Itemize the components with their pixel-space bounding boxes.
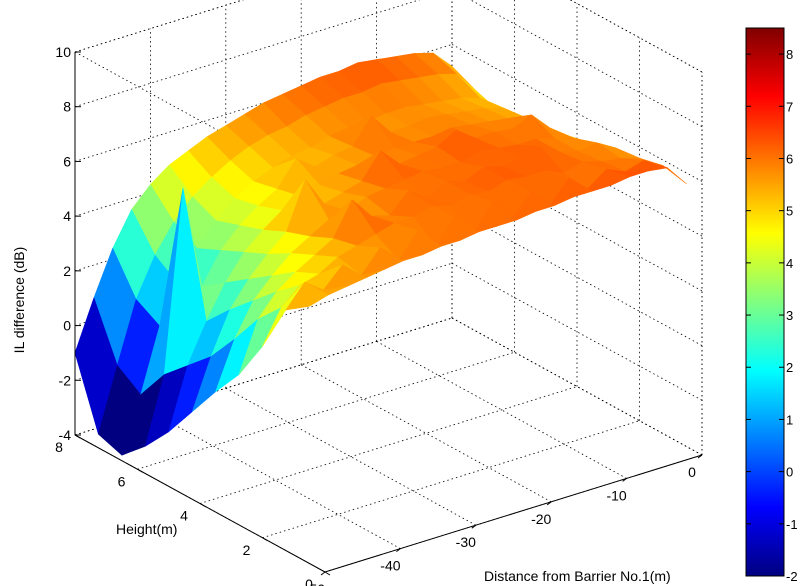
z-tick-label: 10 — [55, 44, 71, 60]
z-tick-label: 4 — [63, 208, 71, 224]
x-tick-label: -20 — [531, 511, 551, 527]
x-tick-label: 0 — [688, 464, 696, 480]
y-tick — [199, 503, 206, 507]
x-tick-label: -50 — [305, 581, 325, 586]
grid-line — [74, 0, 421, 108]
colorbar-tick-label: 7 — [786, 99, 793, 114]
y-tick — [137, 468, 143, 473]
surface-patch — [285, 281, 329, 311]
x-tick — [396, 548, 401, 552]
colorbar: -2 -1 0 1 2 3 4 5 6 7 8 — [745, 27, 798, 584]
z-axis-label: IL difference (dB) — [11, 247, 27, 354]
x-tick-label: -10 — [606, 487, 626, 503]
grid-line — [262, 420, 640, 539]
colorbar-tick-label: 8 — [786, 47, 793, 62]
x-axis-label: Distance from Barrier No.1(m) — [484, 568, 671, 584]
y-tick-label: 8 — [55, 439, 63, 455]
z-tick-label: 0 — [63, 318, 71, 334]
x-tick — [622, 477, 627, 482]
y-tick — [262, 537, 268, 542]
z-tick-label: -4 — [59, 427, 72, 443]
x-axis-line — [324, 454, 703, 573]
x-tick-label: -40 — [380, 558, 400, 574]
y-tick-label: 6 — [118, 473, 126, 489]
box-edge — [74, 0, 244, 53]
grid-line — [74, 317, 453, 436]
colorbar-tick-label: 3 — [786, 308, 793, 323]
colorbar-tick-label: 6 — [786, 152, 793, 167]
grid-line — [74, 0, 244, 53]
colorbar-tick-label: -1 — [786, 517, 798, 532]
x-tick — [546, 501, 552, 506]
grid-line — [199, 386, 578, 504]
z-tick-label: 8 — [63, 99, 71, 115]
grid-line — [301, 364, 552, 503]
z-tick-label: 2 — [63, 263, 71, 279]
z-tick-label: 6 — [63, 153, 71, 169]
colorbar-tick-label: 4 — [786, 256, 793, 271]
colorbar-tick-label: 2 — [786, 360, 793, 375]
y-tick — [324, 571, 331, 576]
grid-line — [137, 351, 515, 470]
x-tick-label: -30 — [456, 534, 476, 550]
colorbar-ramp — [745, 27, 785, 577]
colorbar-tick-label: -2 — [786, 569, 798, 584]
grid-line — [150, 411, 401, 549]
x-tick — [471, 524, 477, 529]
y-axis-label: Height(m) — [116, 521, 177, 537]
surface-mesh — [74, 52, 687, 456]
colorbar-tick-label: 5 — [786, 204, 793, 219]
colorbar-tick-label: 1 — [786, 412, 793, 427]
y-tick-label: 2 — [243, 542, 251, 558]
colorbar-tick-label: 0 — [786, 465, 793, 480]
x-tick — [320, 571, 326, 576]
grid-line — [74, 262, 453, 381]
x-tick — [697, 454, 703, 459]
z-tick-label: -2 — [59, 372, 72, 388]
y-tick-label: 4 — [180, 508, 188, 524]
y-tick-label: 0 — [305, 576, 313, 586]
